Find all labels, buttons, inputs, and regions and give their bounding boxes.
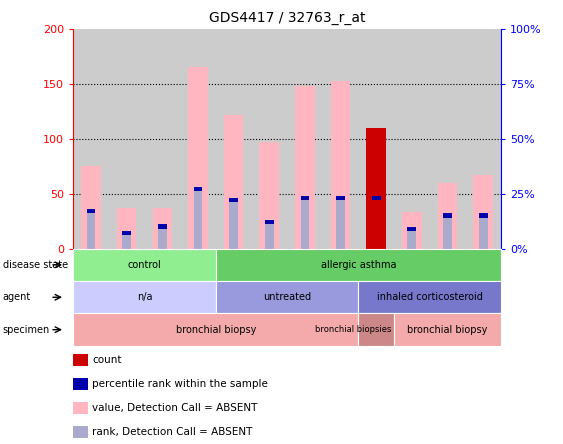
- Bar: [402, 212, 422, 249]
- Bar: [301, 196, 310, 200]
- Text: rank, Detection Call = ABSENT: rank, Detection Call = ABSENT: [92, 427, 253, 437]
- Text: control: control: [128, 260, 162, 270]
- Bar: [216, 29, 252, 249]
- Bar: [73, 402, 88, 414]
- Bar: [224, 115, 243, 249]
- Bar: [158, 225, 167, 229]
- Bar: [260, 142, 279, 249]
- Text: disease state: disease state: [3, 260, 68, 270]
- Bar: [408, 227, 417, 231]
- Bar: [145, 29, 180, 249]
- Title: GDS4417 / 32763_r_at: GDS4417 / 32763_r_at: [209, 11, 365, 25]
- Bar: [359, 29, 394, 249]
- Text: bronchial biopsy: bronchial biopsy: [408, 325, 488, 335]
- Bar: [122, 231, 131, 235]
- Bar: [265, 220, 274, 225]
- Bar: [372, 196, 381, 200]
- Bar: [73, 426, 88, 438]
- Bar: [438, 183, 457, 249]
- Bar: [194, 187, 203, 191]
- Bar: [408, 229, 417, 249]
- Text: inhaled corticosteroid: inhaled corticosteroid: [377, 292, 482, 302]
- Text: bronchial biopsies (pool of 6): bronchial biopsies (pool of 6): [315, 325, 437, 334]
- Bar: [473, 175, 493, 249]
- Bar: [479, 214, 488, 218]
- Text: value, Detection Call = ABSENT: value, Detection Call = ABSENT: [92, 403, 258, 413]
- Bar: [87, 211, 96, 249]
- Bar: [188, 67, 208, 249]
- Bar: [158, 227, 167, 249]
- Bar: [117, 208, 136, 249]
- Text: percentile rank within the sample: percentile rank within the sample: [92, 379, 269, 389]
- Text: n/a: n/a: [137, 292, 152, 302]
- Bar: [122, 233, 131, 249]
- Text: untreated: untreated: [263, 292, 311, 302]
- Bar: [336, 196, 345, 200]
- Text: bronchial biopsy: bronchial biopsy: [176, 325, 256, 335]
- Bar: [153, 208, 172, 249]
- Text: count: count: [92, 355, 122, 365]
- Bar: [443, 216, 452, 249]
- Bar: [194, 189, 203, 249]
- Bar: [73, 354, 88, 366]
- Bar: [87, 209, 96, 214]
- Text: specimen: specimen: [3, 325, 50, 335]
- Bar: [430, 29, 466, 249]
- Bar: [323, 29, 359, 249]
- Bar: [73, 378, 88, 390]
- Text: agent: agent: [3, 292, 31, 302]
- Bar: [81, 166, 101, 249]
- Bar: [336, 198, 345, 249]
- Bar: [443, 214, 452, 218]
- Bar: [301, 198, 310, 249]
- Bar: [295, 86, 315, 249]
- Bar: [252, 29, 287, 249]
- Bar: [265, 222, 274, 249]
- Bar: [287, 29, 323, 249]
- Bar: [180, 29, 216, 249]
- Text: allergic asthma: allergic asthma: [321, 260, 396, 270]
- Bar: [229, 198, 238, 202]
- Bar: [367, 128, 386, 249]
- Bar: [229, 200, 238, 249]
- Bar: [479, 216, 488, 249]
- Bar: [466, 29, 501, 249]
- Bar: [73, 29, 109, 249]
- Bar: [331, 80, 350, 249]
- Bar: [109, 29, 145, 249]
- Bar: [394, 29, 430, 249]
